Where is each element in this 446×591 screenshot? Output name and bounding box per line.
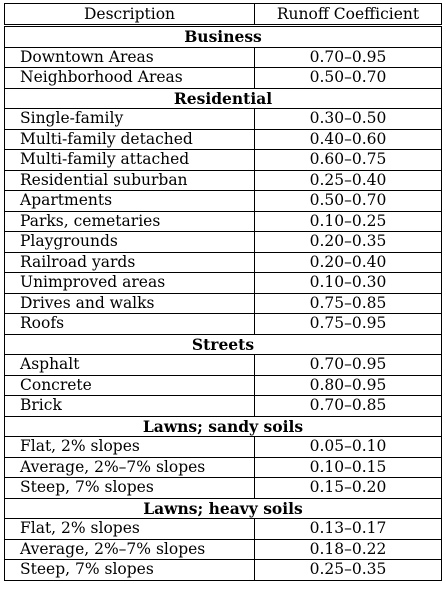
table-body: Business Downtown Areas 0.70–0.95 Neighborh…	[4, 25, 442, 581]
section-title: Residential	[4, 87, 442, 109]
table-row: Neighborhood Areas 0.50–0.70	[4, 67, 442, 89]
coefficient-cell: 0.20–0.35	[254, 231, 442, 253]
coefficient-cell: 0.60–0.75	[254, 149, 442, 171]
coefficient-cell: 0.18–0.22	[254, 538, 442, 560]
coefficient-cell: 0.25–0.40	[254, 169, 442, 191]
table-row: Multi-family attached 0.60–0.75	[4, 149, 442, 171]
description-cell: Multi-family attached	[4, 149, 255, 171]
description-cell: Flat, 2% slopes	[4, 518, 255, 540]
table-header-row: Description Runoff Coefficient	[4, 3, 442, 27]
runoff-coefficient-table: Description Runoff Coefficient Business D…	[4, 3, 442, 581]
table-row: Flat, 2% slopes 0.13–0.17	[4, 518, 442, 540]
coefficient-cell: 0.75–0.95	[254, 313, 442, 335]
description-cell: Asphalt	[4, 354, 255, 376]
coefficient-cell: 0.10–0.25	[254, 210, 442, 232]
description-cell: Downtown Areas	[4, 46, 255, 68]
coefficient-cell: 0.50–0.70	[254, 190, 442, 212]
description-cell: Flat, 2% slopes	[4, 436, 255, 458]
description-cell: Roofs	[4, 313, 255, 335]
coefficient-cell: 0.80–0.95	[254, 374, 442, 396]
coefficient-cell: 0.25–0.35	[254, 559, 442, 581]
description-cell: Neighborhood Areas	[4, 67, 255, 89]
table-row: Playgrounds 0.20–0.35	[4, 231, 442, 253]
header-runoff-coefficient: Runoff Coefficient	[254, 3, 442, 27]
coefficient-cell: 0.20–0.40	[254, 251, 442, 273]
table-row: Unimproved areas 0.10–0.30	[4, 272, 442, 294]
description-cell: Concrete	[4, 374, 255, 396]
section-title: Lawns; heavy soils	[4, 497, 442, 519]
section-title: Lawns; sandy soils	[4, 415, 442, 437]
description-cell: Steep, 7% slopes	[4, 559, 255, 581]
description-cell: Drives and walks	[4, 292, 255, 314]
description-cell: Residential suburban	[4, 169, 255, 191]
description-cell: Brick	[4, 395, 255, 417]
table-row: Steep, 7% slopes 0.15–0.20	[4, 477, 442, 499]
description-cell: Average, 2%–7% slopes	[4, 538, 255, 560]
table-row: Asphalt 0.70–0.95	[4, 354, 442, 376]
table-row: Steep, 7% slopes 0.25–0.35	[4, 559, 442, 581]
coefficient-cell: 0.70–0.95	[254, 46, 442, 68]
description-cell: Apartments	[4, 190, 255, 212]
table-row: Roofs 0.75–0.95	[4, 313, 442, 335]
coefficient-cell: 0.10–0.15	[254, 456, 442, 478]
table-row: Single-family 0.30–0.50	[4, 108, 442, 130]
table-row: Drives and walks 0.75–0.85	[4, 292, 442, 314]
description-cell: Playgrounds	[4, 231, 255, 253]
section-header-row: Residential	[4, 87, 442, 109]
table-row: Concrete 0.80–0.95	[4, 374, 442, 396]
table-row: Apartments 0.50–0.70	[4, 190, 442, 212]
coefficient-cell: 0.75–0.85	[254, 292, 442, 314]
description-cell: Unimproved areas	[4, 272, 255, 294]
table-row: Multi-family detached 0.40–0.60	[4, 128, 442, 150]
table-row: Average, 2%–7% slopes 0.18–0.22	[4, 538, 442, 560]
coefficient-cell: 0.05–0.10	[254, 436, 442, 458]
description-cell: Parks, cemetaries	[4, 210, 255, 232]
description-cell: Railroad yards	[4, 251, 255, 273]
section-header-row: Lawns; heavy soils	[4, 497, 442, 519]
section-header-row: Business	[4, 25, 442, 48]
coefficient-cell: 0.70–0.95	[254, 354, 442, 376]
coefficient-cell: 0.30–0.50	[254, 108, 442, 130]
runoff-table-container: Description Runoff Coefficient Business D…	[4, 3, 442, 581]
table-row: Parks, cemetaries 0.10–0.25	[4, 210, 442, 232]
table-row: Railroad yards 0.20–0.40	[4, 251, 442, 273]
coefficient-cell: 0.70–0.85	[254, 395, 442, 417]
section-header-row: Streets	[4, 333, 442, 355]
coefficient-cell: 0.40–0.60	[254, 128, 442, 150]
description-cell: Multi-family detached	[4, 128, 255, 150]
coefficient-cell: 0.10–0.30	[254, 272, 442, 294]
section-title: Business	[4, 25, 442, 48]
header-description: Description	[4, 3, 255, 27]
description-cell: Average, 2%–7% slopes	[4, 456, 255, 478]
description-cell: Single-family	[4, 108, 255, 130]
coefficient-cell: 0.13–0.17	[254, 518, 442, 540]
table-row: Residential suburban 0.25–0.40	[4, 169, 442, 191]
section-header-row: Lawns; sandy soils	[4, 415, 442, 437]
section-title: Streets	[4, 333, 442, 355]
table-row: Brick 0.70–0.85	[4, 395, 442, 417]
table-row: Average, 2%–7% slopes 0.10–0.15	[4, 456, 442, 478]
table-row: Flat, 2% slopes 0.05–0.10	[4, 436, 442, 458]
description-cell: Steep, 7% slopes	[4, 477, 255, 499]
table-row: Downtown Areas 0.70–0.95	[4, 46, 442, 68]
coefficient-cell: 0.15–0.20	[254, 477, 442, 499]
coefficient-cell: 0.50–0.70	[254, 67, 442, 89]
